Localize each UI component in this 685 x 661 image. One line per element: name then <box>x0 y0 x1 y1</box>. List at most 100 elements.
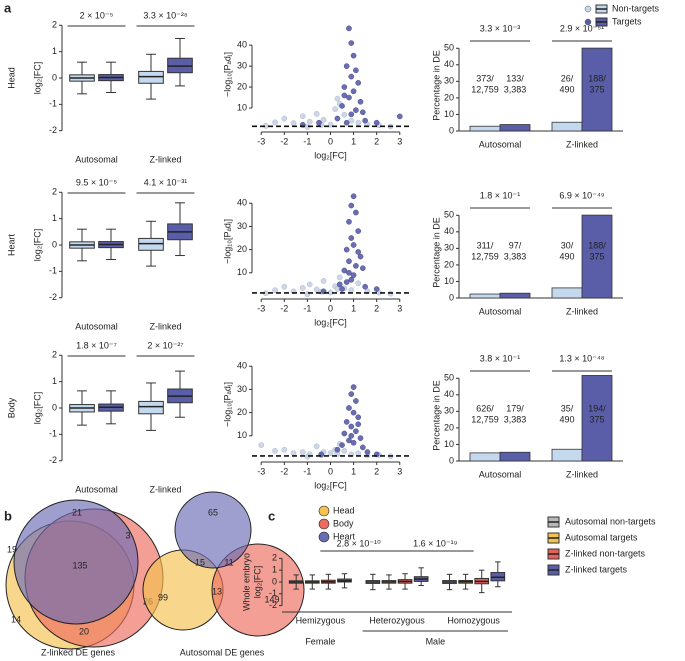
point <box>346 405 352 411</box>
x-tick-label: -1 <box>303 466 311 476</box>
point <box>357 435 364 441</box>
point <box>332 106 338 112</box>
annotation: 4.1 × 10⁻³¹ <box>144 177 188 187</box>
point <box>343 419 350 425</box>
point <box>355 228 362 234</box>
venn-circle <box>13 499 139 625</box>
venn-circle <box>174 491 252 569</box>
point <box>348 117 355 124</box>
point <box>359 265 366 272</box>
y-tick-label: 1 <box>272 565 277 575</box>
y-tick-label: 50 <box>444 210 454 220</box>
annotation: 3.3 × 10⁻²⁸ <box>143 10 188 20</box>
y-tick-label: 10 <box>237 267 247 277</box>
legend-label: Autosomal non-targets <box>565 516 656 526</box>
annotation: 6.9 × 10⁻⁴⁹ <box>559 190 604 200</box>
x-tick-label: 1 <box>351 303 356 313</box>
y-axis-label: Percentage in DE <box>431 217 441 288</box>
x-tick-label: -2 <box>280 466 288 476</box>
x-tick-label: 0 <box>328 466 333 476</box>
point <box>341 111 348 118</box>
point <box>299 449 306 455</box>
point <box>341 267 348 274</box>
value-label: 373/ <box>476 73 494 83</box>
point <box>313 111 320 117</box>
row-label: Body <box>6 397 16 418</box>
y-tick-label: 40 <box>444 59 454 69</box>
point <box>334 446 341 453</box>
y-tick-label: -1 <box>49 429 57 439</box>
point <box>364 449 371 455</box>
y-tick-label: -2 <box>269 600 277 610</box>
point <box>341 92 348 99</box>
y-tick-label: 20 <box>444 92 454 102</box>
x-tick-label: Z-linked <box>149 484 181 494</box>
y-tick-label: 30 <box>444 406 454 416</box>
bar <box>469 125 501 132</box>
y-tick-label: 30 <box>237 221 247 231</box>
x-tick-label: -2 <box>280 303 288 313</box>
venn-count: 21 <box>72 507 82 517</box>
y-tick-label: 50 <box>444 43 454 53</box>
point <box>281 446 288 453</box>
point <box>348 432 355 439</box>
x-tick-label: 1 <box>351 136 356 146</box>
x-tick-label: -1 <box>303 303 311 313</box>
y-tick-label: 40 <box>444 389 454 399</box>
point <box>353 107 359 113</box>
y-tick-label: -1 <box>49 266 57 276</box>
bar <box>469 452 501 462</box>
y-axis-label: log₂[FC] <box>252 566 262 599</box>
y-tick-label: 40 <box>237 361 247 371</box>
venn-count: 11 <box>224 557 233 567</box>
point <box>339 442 345 448</box>
point <box>281 283 288 290</box>
point <box>353 263 359 269</box>
venn-count: 3 <box>125 530 130 540</box>
point <box>359 444 366 451</box>
venn-count: 149 <box>264 594 279 604</box>
y-tick-label: 0 <box>52 402 57 412</box>
x-tick-label: Z-linked <box>566 469 598 479</box>
venn-circle <box>211 543 305 637</box>
point <box>327 450 334 457</box>
value-label: 490 <box>559 414 574 424</box>
annotation: 2.9 × 10⁻⁵¹ <box>560 23 604 33</box>
y-tick-label: -2 <box>49 125 57 135</box>
point <box>343 119 350 126</box>
legend-dot <box>584 5 592 13</box>
value-label: 188/ <box>588 73 606 83</box>
point <box>299 113 306 120</box>
x-tick-label: 3 <box>397 136 402 146</box>
point <box>346 25 352 32</box>
point <box>258 442 265 448</box>
value-label: 12,759 <box>471 251 499 261</box>
x-tick-label: Autosomal <box>479 306 522 316</box>
bar <box>469 293 501 299</box>
venn-count: 15 <box>195 557 205 567</box>
y-tick-label: 0 <box>52 72 57 82</box>
x-tick-label: Z-linked <box>566 139 598 149</box>
point <box>355 450 362 457</box>
x-tick-label: -2 <box>280 136 288 146</box>
point <box>359 109 366 116</box>
point <box>362 283 368 290</box>
value-label: 490 <box>559 84 574 94</box>
y-tick-label: 10 <box>444 276 454 286</box>
y-tick-label: 30 <box>444 76 454 86</box>
legend-label: Targets <box>612 16 642 26</box>
annotation: 2.8 × 10⁻¹⁰ <box>337 538 382 548</box>
point <box>313 443 320 450</box>
row-label: Head <box>6 67 16 89</box>
y-tick-label: 10 <box>444 439 454 449</box>
point <box>343 63 350 69</box>
point <box>334 95 341 102</box>
point <box>299 285 306 291</box>
y-tick-label: 10 <box>237 430 247 440</box>
point <box>350 193 357 200</box>
point <box>350 439 357 446</box>
y-axis-label: −log₁₀[Pₐdⱼ] <box>222 382 232 427</box>
y-axis-label: Percentage in DE <box>431 380 441 451</box>
bar <box>581 47 613 132</box>
